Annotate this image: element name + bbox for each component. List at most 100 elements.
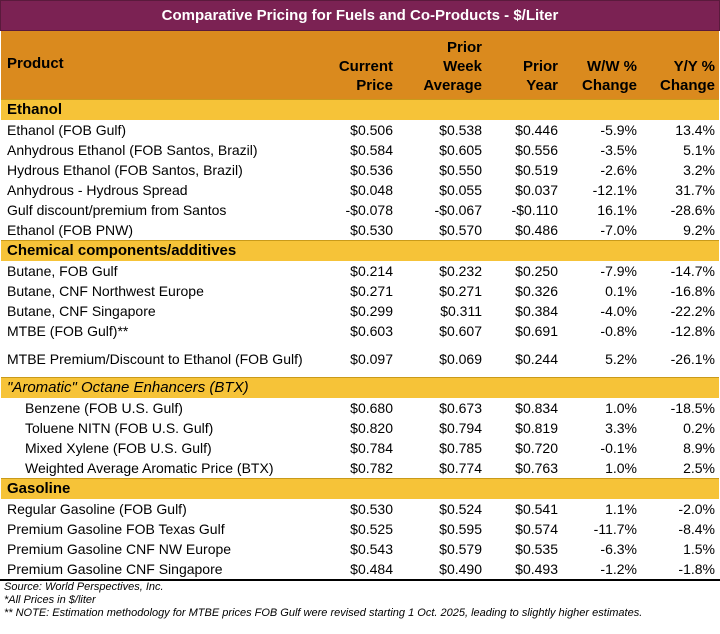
yy-change: 2.5% [641, 458, 719, 479]
prior-year-price: $0.446 [486, 120, 562, 140]
current-price: $0.543 [331, 539, 397, 559]
header-ww-line1: W/W % [587, 58, 637, 75]
ww-change: 1.0% [562, 458, 641, 479]
current-price: $0.584 [331, 140, 397, 160]
ww-change: -1.2% [562, 559, 641, 579]
table-row: Weighted Average Aromatic Price (BTX) $0… [1, 458, 719, 479]
prior-year-price: $0.244 [486, 341, 562, 378]
ww-change: 16.1% [562, 200, 641, 220]
product-name: Premium Gasoline FOB Texas Gulf [1, 519, 331, 539]
product-name: Mixed Xylene (FOB U.S. Gulf) [1, 438, 331, 458]
prior-year-price: $0.819 [486, 418, 562, 438]
prior-year-price: $0.326 [486, 281, 562, 301]
current-price: -$0.078 [331, 200, 397, 220]
yy-change: 3.2% [641, 160, 719, 180]
product-name: Butane, FOB Gulf [1, 261, 331, 281]
header-product: Product [1, 31, 331, 100]
prior-week-price: $0.595 [397, 519, 486, 539]
header-ww-line2: Change [581, 77, 637, 94]
table-row: Benzene (FOB U.S. Gulf) $0.680 $0.673 $0… [1, 398, 719, 418]
header-prior-year-line2: Year [526, 77, 558, 94]
table-row: Regular Gasoline (FOB Gulf) $0.530 $0.52… [1, 499, 719, 519]
yy-change: -28.6% [641, 200, 719, 220]
prior-year-price: $0.556 [486, 140, 562, 160]
yy-change: 1.5% [641, 539, 719, 559]
prior-year-price: $0.574 [486, 519, 562, 539]
header-prior-week-line2: Week [443, 58, 482, 75]
prior-week-price: $0.490 [397, 559, 486, 579]
product-name: Weighted Average Aromatic Price (BTX) [1, 458, 331, 479]
ww-change: -6.3% [562, 539, 641, 559]
table-row: Anhydrous - Hydrous Spread $0.048 $0.055… [1, 180, 719, 200]
prior-week-price: $0.311 [397, 301, 486, 321]
table-row: Premium Gasoline CNF Singapore $0.484 $0… [1, 559, 719, 579]
yy-change: -1.8% [641, 559, 719, 579]
yy-change: -14.7% [641, 261, 719, 281]
current-price: $0.603 [331, 321, 397, 341]
ww-change: 1.0% [562, 398, 641, 418]
prior-week-price: $0.538 [397, 120, 486, 140]
current-price: $0.299 [331, 301, 397, 321]
current-price: $0.680 [331, 398, 397, 418]
prior-week-price: $0.774 [397, 458, 486, 479]
current-price: $0.097 [331, 341, 397, 378]
header-yy-line2: Change [659, 77, 715, 94]
prior-week-price: $0.271 [397, 281, 486, 301]
current-price: $0.048 [331, 180, 397, 200]
table-row: Butane, CNF Singapore $0.299 $0.311 $0.3… [1, 301, 719, 321]
table-row: Butane, CNF Northwest Europe $0.271 $0.2… [1, 281, 719, 301]
footnote-mtbe-note: ** NOTE: Estimation methodology for MTBE… [4, 607, 643, 619]
product-name: Butane, CNF Northwest Europe [1, 281, 331, 301]
current-price: $0.536 [331, 160, 397, 180]
pricing-table-container: Product Current Price Prior Week Average… [0, 31, 720, 580]
header-yy-change: Y/Y % Change [641, 31, 719, 100]
footnote-units: *All Prices in $/liter [4, 594, 96, 606]
product-name: Premium Gasoline CNF NW Europe [1, 539, 331, 559]
header-current-line2: Price [356, 77, 393, 94]
product-name: MTBE (FOB Gulf)** [1, 321, 331, 341]
prior-year-price: $0.720 [486, 438, 562, 458]
prior-year-price: $0.763 [486, 458, 562, 479]
yy-change: -22.2% [641, 301, 719, 321]
header-ww-change: W/W % Change [562, 31, 641, 100]
product-name: MTBE Premium/Discount to Ethanol (FOB Gu… [1, 341, 331, 378]
yy-change: 5.1% [641, 140, 719, 160]
header-prior-year: Prior Year [486, 31, 562, 100]
table-row: Hydrous Ethanol (FOB Santos, Brazil) $0.… [1, 160, 719, 180]
prior-year-price: $0.834 [486, 398, 562, 418]
prior-week-price: $0.673 [397, 398, 486, 418]
prior-week-price: -$0.067 [397, 200, 486, 220]
product-name: Benzene (FOB U.S. Gulf) [1, 398, 331, 418]
table-title: Comparative Pricing for Fuels and Co-Pro… [0, 0, 720, 31]
prior-week-price: $0.055 [397, 180, 486, 200]
prior-week-price: $0.069 [397, 341, 486, 378]
current-price: $0.530 [331, 499, 397, 519]
ww-change: 1.1% [562, 499, 641, 519]
section-label: "Aromatic" Octane Enhancers (BTX) [1, 377, 719, 398]
yy-change: 31.7% [641, 180, 719, 200]
current-price: $0.782 [331, 458, 397, 479]
prior-year-price: $0.493 [486, 559, 562, 579]
table-row: Toluene NITN (FOB U.S. Gulf) $0.820 $0.7… [1, 418, 719, 438]
current-price: $0.271 [331, 281, 397, 301]
current-price: $0.784 [331, 438, 397, 458]
prior-week-price: $0.524 [397, 499, 486, 519]
prior-year-price: $0.541 [486, 499, 562, 519]
header-prior-year-line1: Prior [522, 58, 558, 75]
ww-change: -7.0% [562, 220, 641, 241]
product-name: Gulf discount/premium from Santos [1, 200, 331, 220]
footnotes: Source: World Perspectives, Inc. *All Pr… [0, 580, 720, 620]
prior-week-price: $0.232 [397, 261, 486, 281]
header-row: Product Current Price Prior Week Average… [1, 31, 719, 100]
prior-week-price: $0.570 [397, 220, 486, 241]
table-row: Mixed Xylene (FOB U.S. Gulf) $0.784 $0.7… [1, 438, 719, 458]
prior-year-price: $0.691 [486, 321, 562, 341]
current-price: $0.530 [331, 220, 397, 241]
current-price: $0.506 [331, 120, 397, 140]
yy-change: -26.1% [641, 341, 719, 378]
section-header: Gasoline [1, 478, 719, 499]
prior-week-price: $0.579 [397, 539, 486, 559]
section-header: "Aromatic" Octane Enhancers (BTX) [1, 377, 719, 398]
header-prior-week: Prior Week Average [397, 31, 486, 100]
current-price: $0.525 [331, 519, 397, 539]
